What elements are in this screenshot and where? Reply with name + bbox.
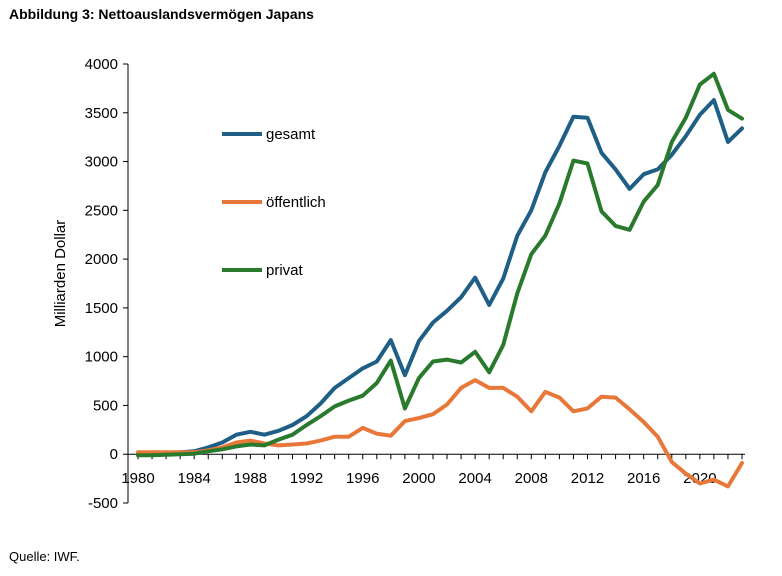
x-tick-label: 2008 — [515, 470, 548, 487]
y-tick-label: 1500 — [85, 300, 118, 317]
y-tick-label: 2500 — [85, 202, 118, 219]
legend: gesamt öffentlich privat — [222, 126, 326, 279]
x-tick-label: 2016 — [627, 470, 660, 487]
series-line-öffentlich — [136, 378, 744, 489]
y-tick-label: 500 — [93, 397, 118, 414]
y-tick-label: 2000 — [85, 251, 118, 268]
x-tick-label: 2004 — [458, 470, 491, 487]
source-note: Quelle: IWF. — [9, 549, 80, 564]
x-tick-label: 2000 — [402, 470, 435, 487]
axes: -500 0 500 1000 1500 2000 2500 3000 3500 4000 1980… — [85, 56, 745, 512]
y-tick-label: 0 — [110, 446, 118, 463]
x-tick-label: 1980 — [121, 470, 154, 487]
legend-label-gesamt: gesamt — [266, 126, 316, 143]
legend-label-privat: privat — [266, 262, 304, 279]
y-tick-label: 3000 — [85, 154, 118, 171]
x-tick-label: 1988 — [234, 470, 267, 487]
chart-title: Abbildung 3: Nettoauslandsvermögen Japan… — [9, 6, 314, 22]
series-line-privat — [136, 71, 744, 458]
x-tick-label: 1992 — [290, 470, 323, 487]
series-line-gesamt — [136, 98, 744, 456]
y-tick-label: 4000 — [85, 56, 118, 73]
x-tick-label: 1984 — [177, 470, 210, 487]
series-lines — [136, 71, 744, 489]
y-axis-label: Milliarden Dollar — [52, 220, 69, 328]
legend-label-öffentlich: öffentlich — [266, 194, 326, 211]
y-tick-label: -500 — [88, 495, 118, 512]
x-tick-label: 1996 — [346, 470, 379, 487]
x-tick-label: 2012 — [571, 470, 604, 487]
y-tick-label: 1000 — [85, 349, 118, 366]
y-tick-label: 3500 — [85, 105, 118, 122]
